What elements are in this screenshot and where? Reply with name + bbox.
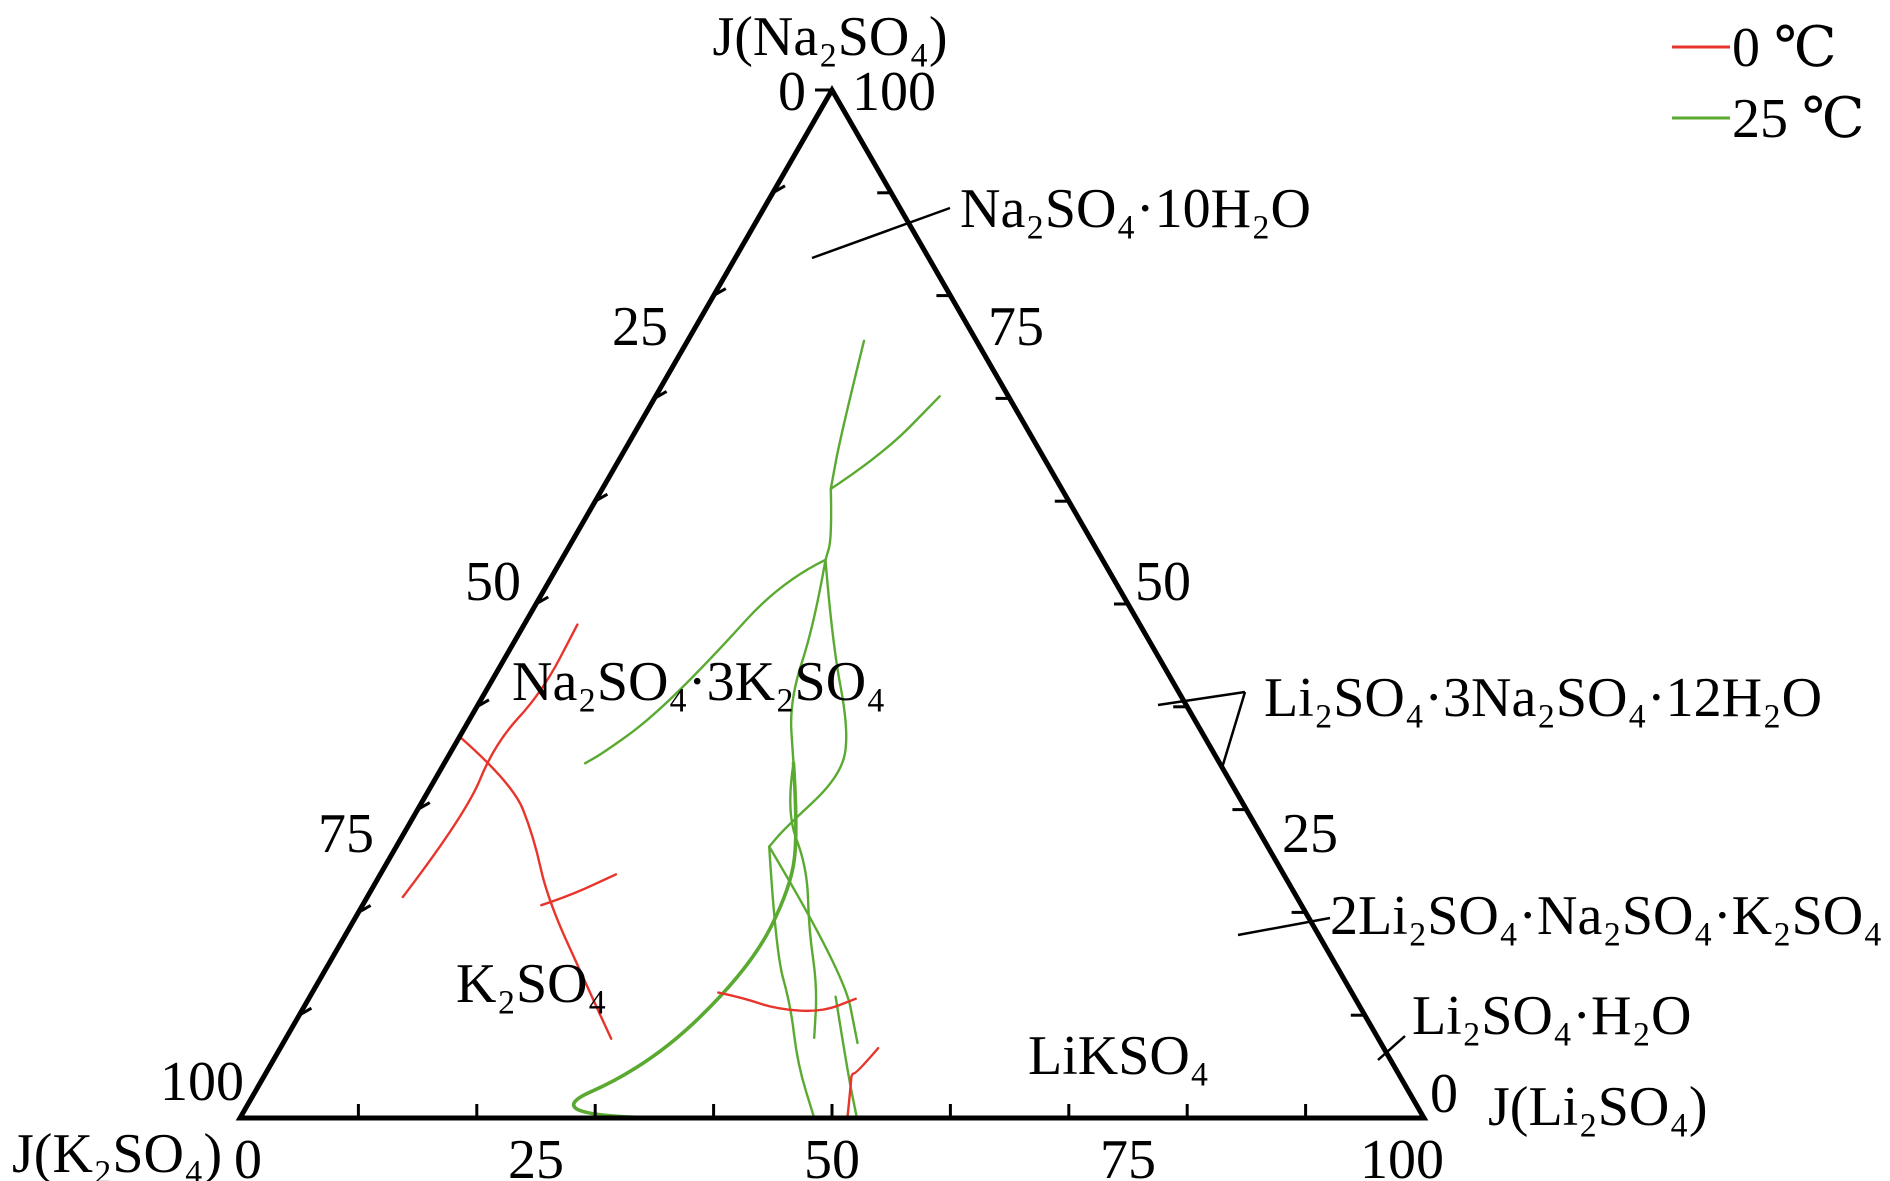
phase-boundary-curves (401, 339, 941, 1120)
leader-li3na-b (1220, 691, 1247, 769)
tick-label-apex-0: 0 (778, 61, 806, 123)
phase-curve-25c-9 (768, 845, 859, 1045)
tick-label-right-25: 25 (1282, 803, 1338, 865)
phase-curve-0c-1 (717, 991, 857, 1013)
phase-curve-25c-7 (571, 761, 827, 1120)
tick-label-bottom-25: 25 (508, 1129, 564, 1181)
legend-label-25c: 25 ℃ (1732, 88, 1865, 150)
ternary-triangle-frame (235, 84, 1429, 1121)
tick-label-left-100: 100 (160, 1051, 244, 1113)
region-label-na10: Na₂SO₄·10H₂O (960, 178, 1311, 240)
leader-na10 (811, 206, 951, 260)
tick-label-bottom-50: 50 (804, 1129, 860, 1181)
tick-left-20 (712, 287, 727, 297)
tick-left-80 (357, 904, 372, 914)
phase-curve-25c-3 (583, 558, 827, 765)
tick-label-left-25: 25 (612, 296, 668, 358)
legend: 0 ℃ 25 ℃ (1672, 17, 1865, 150)
tick-left-40 (594, 492, 609, 503)
tick-label-bottom-75: 75 (1100, 1129, 1156, 1181)
phase-curve-25c-10 (834, 995, 859, 1120)
phase-curve-0c-2 (846, 1046, 880, 1120)
phase-curve-25c-4 (768, 558, 848, 848)
tick-label-right-50: 50 (1135, 551, 1191, 613)
tick-left-30 (653, 390, 668, 400)
region-label-double: 2Li₂SO₄·Na₂SO₄·K₂SO₄ (1330, 885, 1883, 947)
region-label-likso4: LiKSO₄ (1028, 1025, 1209, 1087)
tick-left-60 (476, 698, 490, 709)
tick-label-left-75: 75 (318, 803, 374, 865)
tick-left-50 (535, 595, 549, 606)
phase-curve-25c-1 (829, 395, 941, 491)
region-label-lih2o: Li₂SO₄·H₂O (1412, 985, 1691, 1047)
tick-label-right-0: 0 (1430, 1063, 1458, 1125)
tick-label-apex-100: 100 (852, 61, 936, 123)
phase-curve-0c-3 (540, 873, 618, 907)
axis-ticks (298, 184, 1365, 1118)
legend-label-0c: 0 ℃ (1732, 17, 1837, 79)
phase-curve-25c-6 (789, 762, 818, 1039)
phase-curve-25c-2 (824, 487, 833, 561)
tick-left-70 (416, 801, 431, 811)
tick-label-right-75: 75 (988, 296, 1044, 358)
leader-li3na-a (1157, 690, 1246, 707)
tick-label-bottom-0: 0 (234, 1129, 262, 1181)
region-label-glaserite: Na₂SO₄·3K₂SO₄ (512, 651, 886, 713)
tick-label-left-50: 50 (465, 551, 521, 613)
phase-curve-25c-0 (829, 339, 866, 491)
axis-title-right: J(Li₂SO₄) (1488, 1076, 1708, 1138)
tick-label-bottom-100: 100 (1360, 1129, 1444, 1181)
phase-curve-0c-0 (458, 735, 613, 1040)
phase-curve-0c-4 (401, 623, 579, 899)
tick-left-10 (772, 184, 786, 195)
phase-curve-25c-8 (768, 845, 816, 1120)
axis-title-left: J(K₂SO₄) (12, 1123, 222, 1181)
region-label-k2so4: K₂SO₄ (456, 953, 607, 1015)
region-label-li3na: Li₂SO₄·3Na₂SO₄·12H₂O (1264, 667, 1822, 729)
leader-double (1237, 916, 1331, 937)
leader-lih2o (1377, 1035, 1406, 1061)
axis-title-top: J(Na₂SO₄) (712, 6, 947, 68)
phase-curve-25c-5 (789, 558, 827, 765)
tick-left-90 (298, 1006, 313, 1017)
